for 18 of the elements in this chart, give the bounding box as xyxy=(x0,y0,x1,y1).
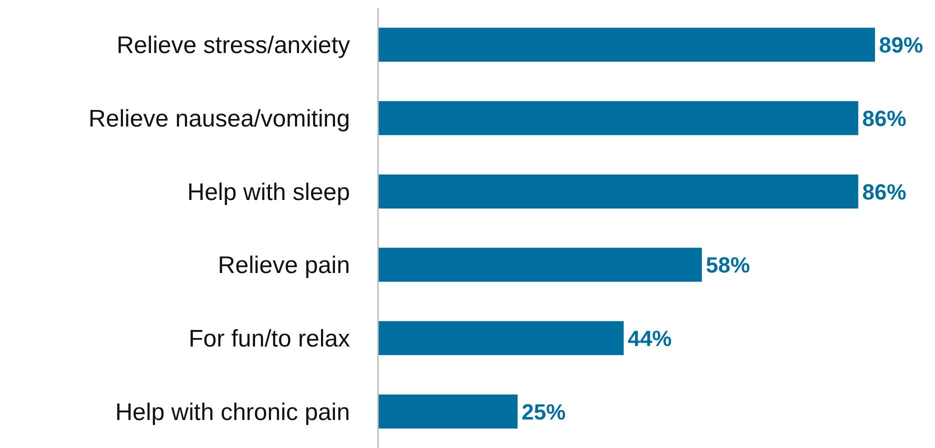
bar xyxy=(378,101,858,136)
bar xyxy=(378,248,702,282)
bar xyxy=(378,28,875,62)
data-label: 89% xyxy=(879,32,924,58)
y-tick-label: Help with sleep xyxy=(187,178,350,206)
data-label: 58% xyxy=(706,252,750,278)
data-label: 44% xyxy=(628,326,672,351)
data-label: 86% xyxy=(862,179,906,204)
data-label: 86% xyxy=(862,106,906,131)
y-tick-label: Relieve stress/anxiety xyxy=(116,32,350,60)
bar xyxy=(378,321,624,356)
y-tick-label: Relieve pain xyxy=(218,252,350,280)
data-label: 25% xyxy=(522,399,566,424)
y-tick-label: For fun/to relax xyxy=(188,326,350,353)
y-tick-label: Help with chronic pain xyxy=(115,398,350,426)
bar xyxy=(378,394,518,428)
bar xyxy=(378,174,858,208)
y-tick-label: Relieve nausea/vomiting xyxy=(88,106,350,133)
